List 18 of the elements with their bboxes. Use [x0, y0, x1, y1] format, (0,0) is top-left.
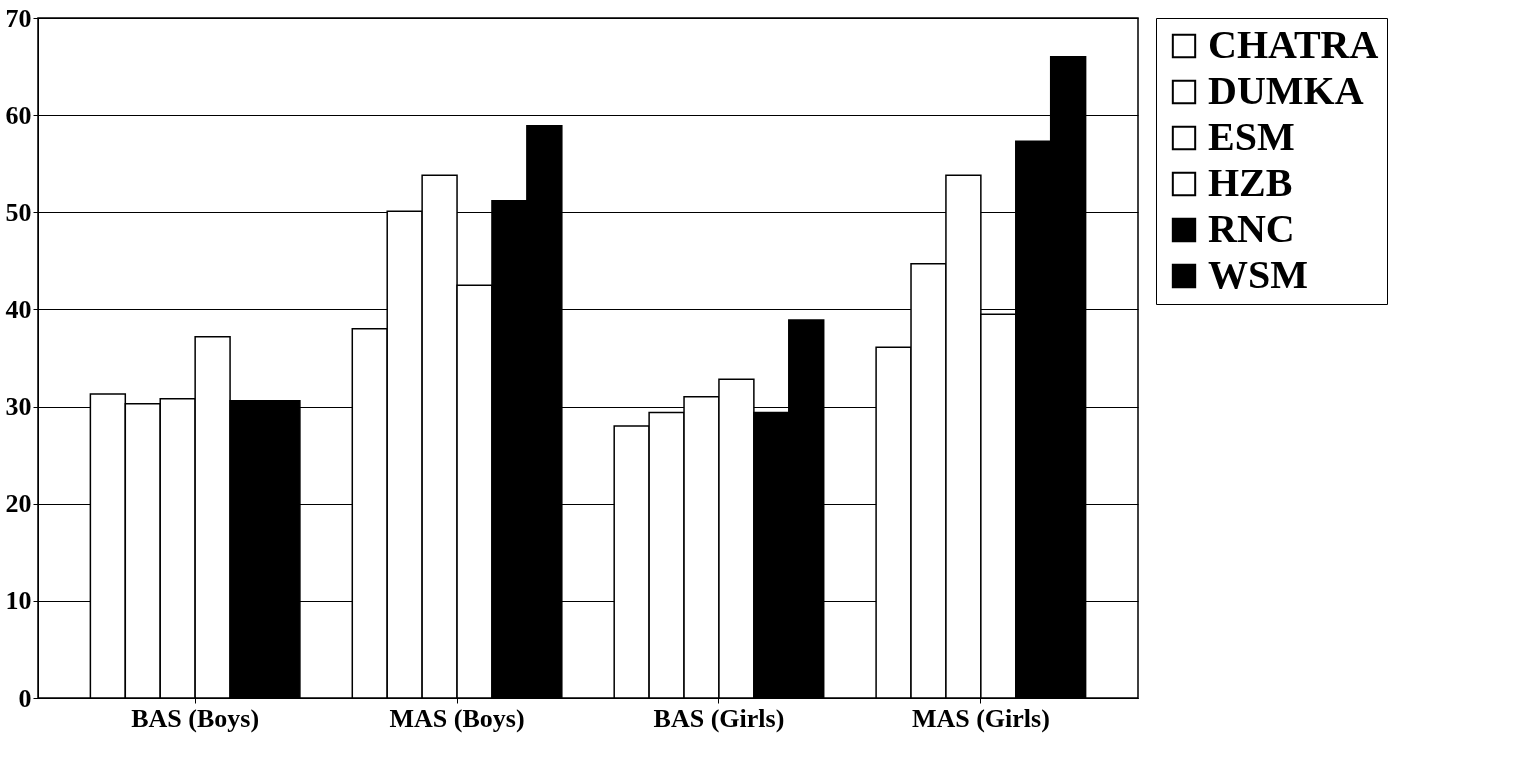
y-tick-label: 10	[5, 586, 32, 616]
legend-label: RNC	[1208, 206, 1295, 251]
legend-label: ESM	[1208, 114, 1295, 159]
x-tick-label: BAS (Girls)	[653, 703, 785, 733]
legend-label: CHATRA	[1208, 22, 1379, 67]
legend-label: WSM	[1208, 252, 1308, 297]
legend-label: DUMKA	[1208, 68, 1364, 113]
x-tick-label: MAS (Boys)	[389, 703, 525, 733]
y-tick-label: 50	[5, 197, 32, 227]
y-tick-label: 0	[18, 683, 32, 713]
y-tick-label: 20	[5, 489, 32, 519]
y-tick-label: 30	[5, 392, 32, 422]
x-tick-label: BAS (Boys)	[131, 703, 260, 733]
x-tick-label: MAS (Girls)	[911, 703, 1050, 733]
y-tick-label: 40	[5, 294, 32, 324]
legend-label: HZB	[1208, 160, 1293, 205]
y-tick-label: 70	[5, 3, 32, 33]
y-tick-label: 60	[5, 100, 32, 130]
